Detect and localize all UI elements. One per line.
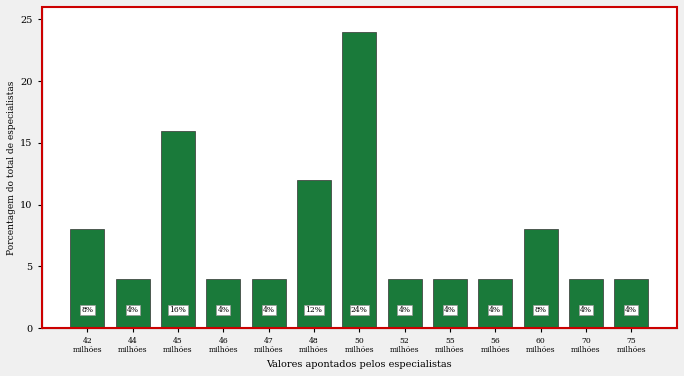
Bar [342,32,376,328]
Text: 4%: 4% [127,306,139,314]
Bar [388,279,421,328]
Bar [523,229,557,328]
Bar [297,180,331,328]
Text: 4%: 4% [399,306,410,314]
Text: 4%: 4% [263,306,275,314]
X-axis label: Valores apontados pelos especialistas: Valores apontados pelos especialistas [267,360,452,369]
Bar [614,279,648,328]
Text: 4%: 4% [489,306,501,314]
Bar [478,279,512,328]
Text: 16%: 16% [170,306,187,314]
Text: 4%: 4% [625,306,637,314]
Y-axis label: Porcentagem do total de especialistas: Porcentagem do total de especialistas [7,80,16,255]
Text: 8%: 8% [81,306,94,314]
Bar [70,229,105,328]
Bar [433,279,467,328]
Text: 12%: 12% [306,306,322,314]
Text: 8%: 8% [534,306,547,314]
Text: 4%: 4% [580,306,592,314]
Text: 4%: 4% [444,306,456,314]
Text: 24%: 24% [351,306,368,314]
Bar [116,279,150,328]
Text: 4%: 4% [218,306,229,314]
Bar [161,130,195,328]
Bar [569,279,603,328]
Bar [207,279,240,328]
Bar [252,279,286,328]
